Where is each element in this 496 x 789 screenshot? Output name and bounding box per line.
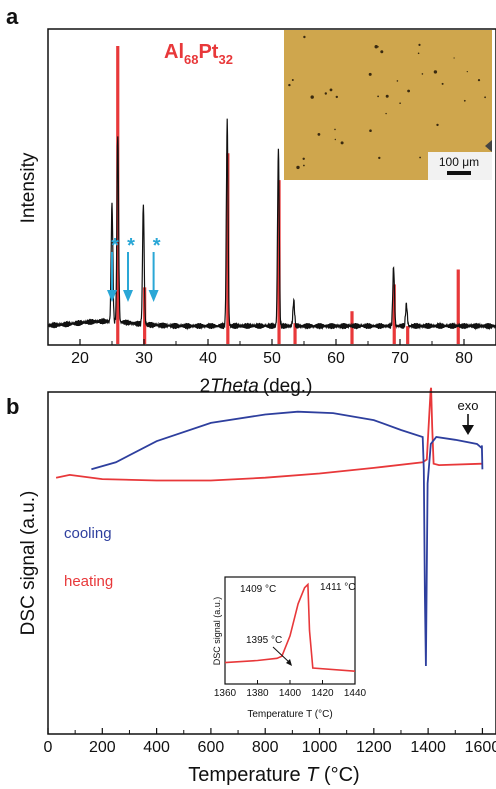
particle	[334, 128, 336, 131]
inset-x-tick-label: 1440	[344, 688, 367, 699]
particle	[453, 57, 455, 59]
scale-bar-box	[428, 152, 492, 180]
x-tick-label: 800	[252, 739, 279, 756]
particle	[374, 45, 378, 49]
panel-b-label: b	[6, 394, 19, 419]
impurity-star: *	[127, 235, 135, 257]
panel-b-y-axis-label: DSC signal (a.u.)	[18, 491, 39, 636]
exo-label: exo	[458, 398, 479, 413]
micrograph-inset: 100 μm	[284, 30, 492, 180]
panel-b-x-axis-label: Temperature T (°C)	[188, 764, 359, 786]
inset-y-axis-label: DSC signal (a.u.)	[212, 597, 222, 666]
scale-bar	[447, 171, 471, 175]
particle	[317, 133, 321, 136]
particle	[380, 50, 384, 54]
particle	[340, 141, 344, 145]
impurity-arrowhead	[123, 290, 133, 302]
inset-x-axis-label: Temperature T (°C)	[247, 709, 332, 720]
panel-a-x-axis-label: 2Theta (deg.)	[200, 376, 313, 397]
inset-frame	[224, 576, 356, 685]
panel-a-y-axis-label: Intensity	[18, 152, 39, 223]
particle	[396, 80, 399, 82]
panel-b-x-axis: 0 200 400 600 800 1000 1200 1400 1600	[44, 728, 496, 756]
x-tick-label: 30	[135, 350, 153, 367]
impurity-star: *	[153, 235, 161, 257]
particle	[433, 70, 438, 74]
x-tick-label: 200	[89, 739, 116, 756]
heating-curve	[55, 387, 483, 482]
particle	[418, 43, 421, 47]
particle	[377, 95, 379, 98]
inset-annotation-1409: 1409 °C	[240, 584, 276, 595]
particle	[368, 72, 372, 76]
x-tick-label: 1000	[302, 739, 338, 756]
impurity-arrowhead	[148, 290, 159, 302]
inset-x-tick-label: 1400	[279, 688, 302, 699]
particle	[334, 138, 336, 141]
x-tick-label: 400	[143, 739, 170, 756]
particle	[484, 96, 486, 99]
impurity-markers: * * *	[107, 235, 161, 302]
inset-annotation-arrow	[272, 646, 291, 664]
x-tick-label: 600	[198, 739, 225, 756]
cooling-label: cooling	[64, 525, 112, 542]
particle	[477, 79, 481, 82]
particle	[378, 156, 381, 160]
particle	[324, 92, 327, 95]
particle	[296, 165, 300, 170]
particle	[421, 73, 424, 75]
panel-a-label: a	[6, 4, 19, 29]
dsc-inset: 1360 1380 1400 1420 1440 DSC signal (a.u.) T…	[212, 576, 367, 720]
x-tick-label: 1200	[356, 739, 392, 756]
particle	[385, 112, 387, 115]
particle	[441, 82, 444, 85]
particle	[407, 89, 410, 93]
panel-a-x-axis: 20 30 40 50 60 70 80	[47, 339, 496, 367]
x-tick-label: 50	[263, 350, 281, 367]
particle	[303, 35, 306, 39]
x-tick-label: 40	[199, 350, 217, 367]
x-tick-label: 70	[391, 350, 409, 367]
particle	[399, 102, 401, 104]
particle	[329, 88, 333, 92]
impurity-arrowhead	[107, 290, 117, 302]
x-tick-label: 0	[44, 739, 53, 756]
inset-heating-curve	[224, 582, 356, 672]
scale-bar-label: 100 μm	[439, 155, 479, 169]
x-tick-label: 20	[71, 350, 89, 367]
x-tick-label: 60	[327, 350, 345, 367]
particle	[310, 95, 314, 99]
particle	[369, 129, 372, 132]
panel-b-frame	[47, 391, 496, 735]
cooling-curve	[91, 410, 484, 667]
particle	[335, 95, 338, 99]
inset-annotation-1395: 1395 °C	[246, 635, 282, 646]
impurity-star: *	[111, 235, 119, 257]
inset-x-axis: 1360 1380 1400 1420 1440	[214, 680, 367, 699]
particle	[463, 99, 466, 102]
particle	[419, 156, 421, 159]
particle	[291, 79, 294, 81]
inset-x-tick-label: 1360	[214, 688, 237, 699]
inset-annotation-1411: 1411 °C	[320, 582, 356, 593]
particle	[303, 164, 305, 167]
compound-label: Al68Pt32	[164, 41, 233, 67]
x-tick-label: 80	[455, 350, 473, 367]
inset-x-tick-label: 1380	[246, 688, 269, 699]
particle	[288, 83, 291, 87]
particle	[302, 157, 305, 160]
heating-label: heating	[64, 573, 113, 590]
exo-arrow	[462, 414, 474, 435]
xrd-pattern-line	[47, 118, 496, 331]
x-tick-label: 1600	[465, 739, 496, 756]
particle	[417, 52, 420, 55]
particle	[436, 123, 439, 127]
x-tick-label: 1400	[410, 739, 446, 756]
particle	[466, 71, 468, 73]
particle	[385, 94, 389, 98]
inset-x-tick-label: 1420	[311, 688, 334, 699]
